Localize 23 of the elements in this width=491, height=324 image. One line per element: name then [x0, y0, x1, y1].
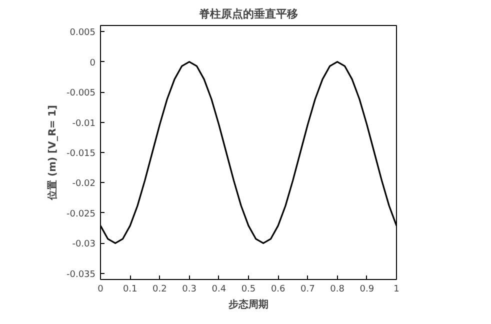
y-tick-label: -0.005 — [66, 88, 96, 99]
x-tick-label: 0.3 — [182, 284, 196, 294]
x-tick-label: 0.8 — [330, 284, 345, 294]
y-tick-label: 0.005 — [70, 28, 96, 38]
x-tick-label: 0 — [98, 284, 104, 294]
chart-title: 脊柱原点的垂直平移 — [199, 8, 298, 20]
x-tick-label: 0.7 — [300, 284, 315, 294]
y-tick-label: -0.035 — [66, 270, 96, 280]
y-axis-title: 位置 (m) [V_R= 1] — [46, 105, 58, 201]
y-tick-label: -0.03 — [72, 240, 96, 250]
x-tick-label: 1 — [394, 284, 400, 294]
x-axis-title: 步态周期 — [228, 298, 268, 310]
x-tick-label: 0.2 — [152, 284, 167, 294]
x-tick-label: 0.6 — [270, 284, 286, 294]
x-tick-label: 0.5 — [241, 284, 256, 294]
y-tick-label: -0.02 — [72, 179, 96, 190]
y-tick-label: 0 — [90, 58, 96, 68]
x-tick-label: 0.1 — [122, 284, 138, 294]
y-tick-label: -0.01 — [72, 118, 96, 129]
x-tick-label: 0.4 — [212, 284, 226, 294]
y-tick-label: -0.015 — [66, 149, 96, 159]
x-tick-label: 0.9 — [360, 284, 374, 294]
y-tick-label: -0.025 — [66, 209, 96, 220]
